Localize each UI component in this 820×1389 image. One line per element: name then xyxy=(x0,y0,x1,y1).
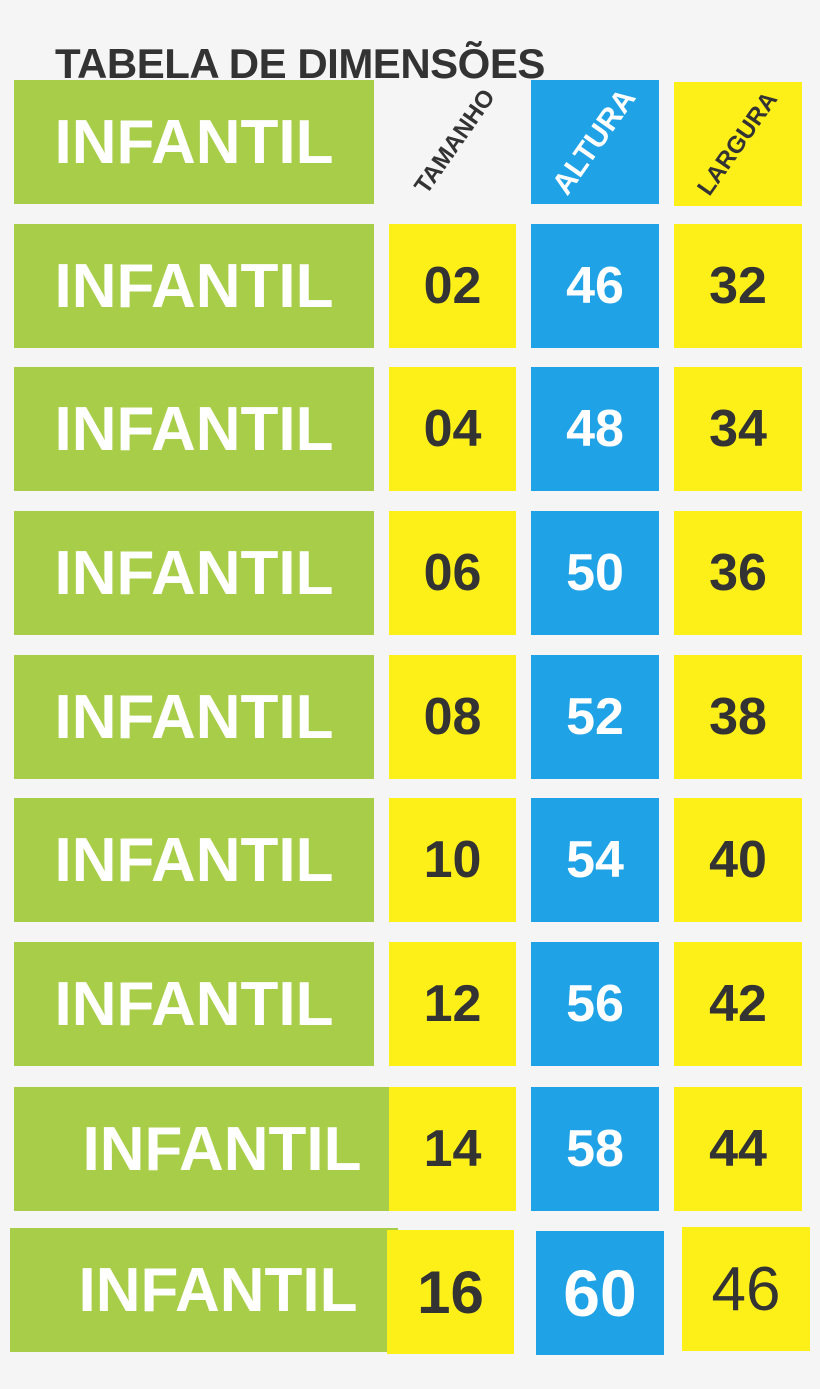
height-cell: 50 xyxy=(531,511,659,635)
category-cell: INFANTIL xyxy=(14,655,374,779)
category-cell: INFANTIL xyxy=(14,367,374,491)
header-height-label: ALTURA xyxy=(546,82,643,201)
size-cell: 04 xyxy=(389,367,516,491)
size-cell: 12 xyxy=(389,942,516,1066)
header-width-label: LARGURA xyxy=(692,86,784,201)
height-cell: 46 xyxy=(531,224,659,348)
header-height: ALTURA xyxy=(531,80,659,204)
height-cell: 54 xyxy=(531,798,659,922)
size-cell: 10 xyxy=(389,798,516,922)
category-cell: INFANTIL xyxy=(14,224,374,348)
page-title: TABELA DE DIMENSÕES xyxy=(55,40,545,87)
size-cell: 16 xyxy=(387,1230,514,1354)
width-cell: 32 xyxy=(674,224,802,348)
category-cell: INFANTIL xyxy=(14,1087,402,1211)
header-width: LARGURA xyxy=(674,82,802,206)
size-cell: 08 xyxy=(389,655,516,779)
height-cell: 56 xyxy=(531,942,659,1066)
width-cell: 36 xyxy=(674,511,802,635)
category-cell: INFANTIL xyxy=(10,1228,398,1352)
width-cell: 46 xyxy=(682,1227,810,1351)
width-cell: 44 xyxy=(674,1087,802,1211)
height-cell: 58 xyxy=(531,1087,659,1211)
size-cell: 06 xyxy=(389,511,516,635)
width-cell: 38 xyxy=(674,655,802,779)
header-size-label: TAMANHO xyxy=(408,84,501,199)
height-cell: 60 xyxy=(536,1231,664,1355)
category-cell: INFANTIL xyxy=(14,942,374,1066)
height-cell: 52 xyxy=(531,655,659,779)
header-size: TAMANHO xyxy=(380,80,530,204)
height-cell: 48 xyxy=(531,367,659,491)
category-cell: INFANTIL xyxy=(14,798,374,922)
width-cell: 42 xyxy=(674,942,802,1066)
size-cell: 14 xyxy=(389,1087,516,1211)
width-cell: 40 xyxy=(674,798,802,922)
width-cell: 34 xyxy=(674,367,802,491)
size-cell: 02 xyxy=(389,224,516,348)
category-cell: INFANTIL xyxy=(14,511,374,635)
header-category: INFANTIL xyxy=(14,80,374,204)
